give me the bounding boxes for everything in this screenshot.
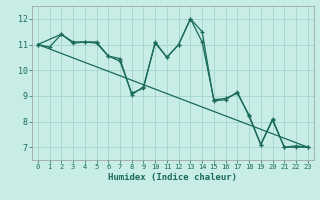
X-axis label: Humidex (Indice chaleur): Humidex (Indice chaleur) bbox=[108, 173, 237, 182]
